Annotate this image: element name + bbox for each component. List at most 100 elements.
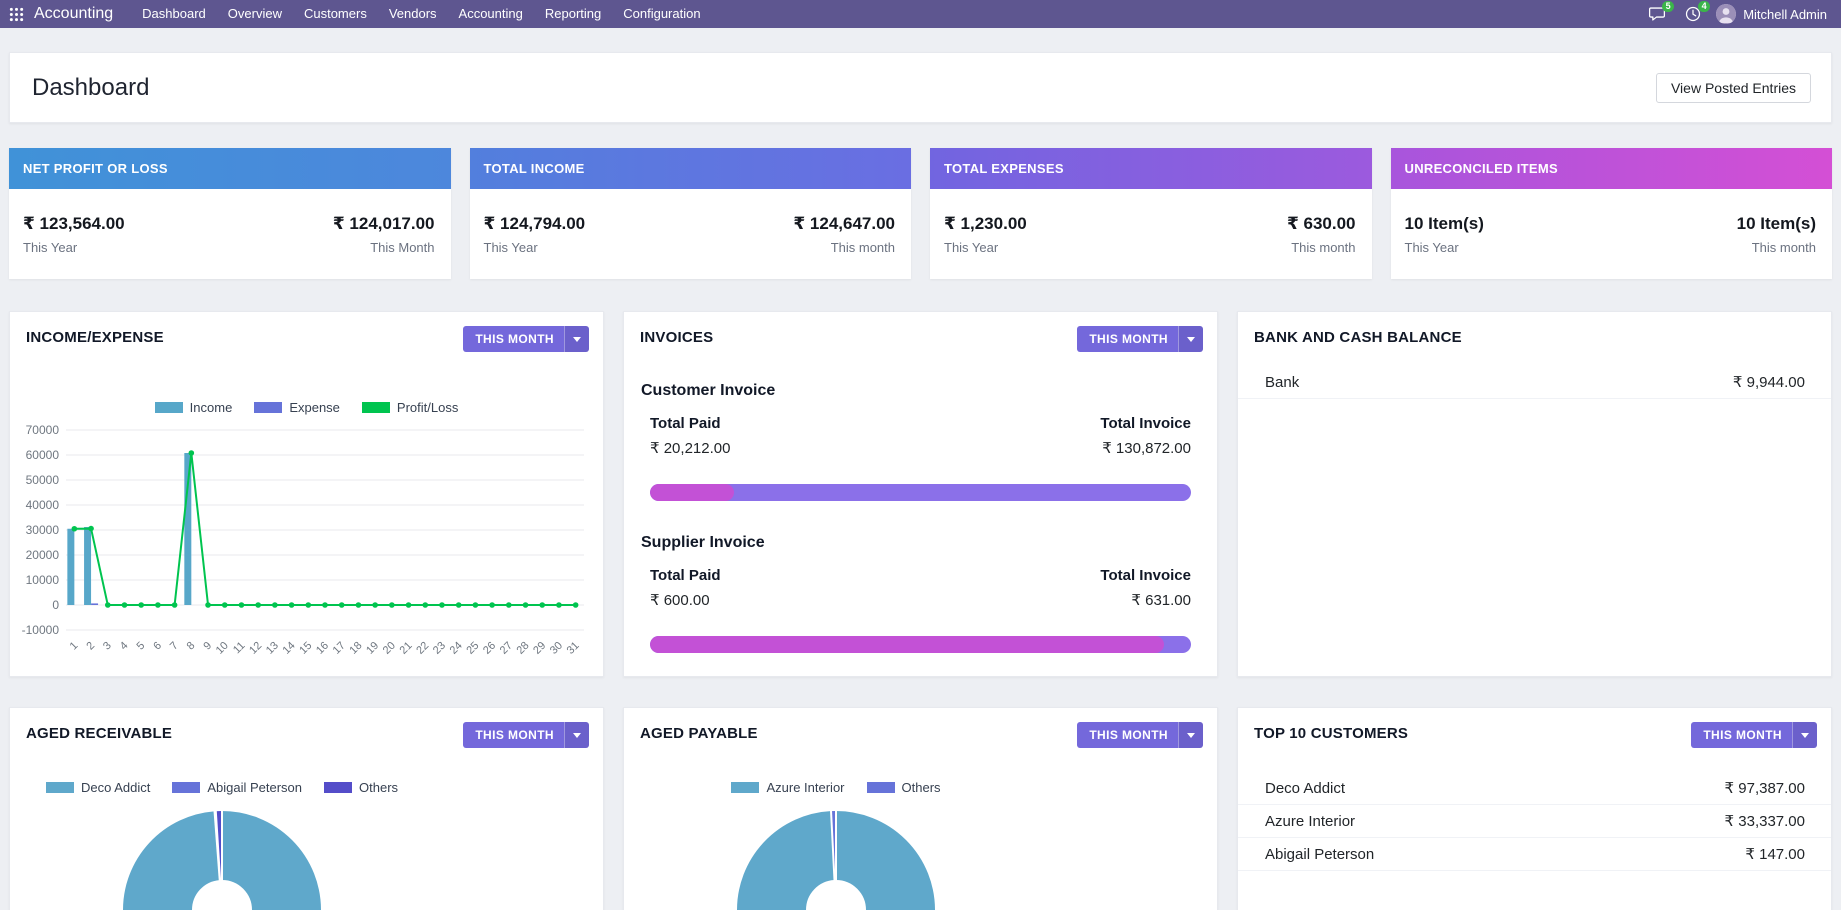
apps-menu-button[interactable]	[0, 0, 32, 28]
user-avatar	[1716, 4, 1737, 24]
total-paid-col: Total Paid ₹ 600.00	[650, 567, 721, 609]
kpi-header: NET PROFIT OR LOSS	[9, 148, 451, 189]
kpi-body: 10 Item(s) This Year 10 Item(s) This mon…	[1391, 189, 1833, 255]
person-icon	[1716, 4, 1737, 24]
navbar-right: 5 4 Mitchell Admin	[1640, 0, 1831, 28]
svg-text:8: 8	[185, 640, 198, 653]
kpi-unreconciled-items[interactable]: UNRECONCILED ITEMS 10 Item(s) This Year …	[1390, 148, 1833, 279]
legend-item[interactable]: Others	[866, 780, 941, 795]
customer-row-amount: ₹ 33,337.00	[1724, 813, 1805, 830]
supplier-invoice-heading: Supplier Invoice	[641, 534, 765, 551]
menu-dashboard[interactable]: Dashboard	[142, 6, 206, 21]
kpi-total-expenses[interactable]: TOTAL EXPENSES ₹ 1,230.00 This Year ₹ 63…	[930, 148, 1372, 279]
activities-button[interactable]: 4	[1676, 0, 1711, 28]
panel-head: TOP 10 CUSTOMERS THIS MONTH	[1238, 708, 1831, 748]
customer-invoice-progress-bar[interactable]	[650, 484, 1191, 501]
chevron-down-icon	[1178, 326, 1203, 352]
svg-text:10: 10	[214, 640, 231, 657]
filter-label: THIS MONTH	[1089, 728, 1168, 742]
kpi-year-label: This Year	[23, 240, 78, 255]
legend-swatch-icon	[172, 782, 201, 793]
svg-text:14: 14	[281, 640, 298, 657]
aged-payable-donut-chart[interactable]	[716, 803, 956, 910]
bank-cash-title: BANK AND CASH BALANCE	[1254, 329, 1462, 346]
aged-receivable-donut-chart[interactable]	[102, 803, 342, 910]
kpi-year-col: 10 Item(s) This Year	[1405, 214, 1484, 255]
income-expense-chart-box: 70000 60000 50000 40000 30000 20000 10000 0 -100…	[18, 419, 603, 676]
chevron-down-icon	[1792, 722, 1817, 748]
messages-button[interactable]: 5	[1640, 0, 1675, 28]
menu-accounting[interactable]: Accounting	[458, 6, 523, 21]
kpi-year-col: ₹ 123,564.00 This Year	[23, 214, 125, 255]
supplier-invoice-totals: Total Paid ₹ 600.00 Total Invoice ₹ 631.…	[650, 567, 1191, 609]
legend-item[interactable]: Income	[154, 400, 232, 415]
supplier-invoice-progress-bar[interactable]	[650, 636, 1191, 653]
bank-rows: Bank ₹ 9,944.00	[1238, 366, 1831, 399]
aged-payable-legend: Azure Interior Others	[624, 780, 1048, 795]
legend-item[interactable]: Expense	[254, 400, 340, 415]
legend-wrap: Deco Addict Abigail Peterson Others	[10, 780, 434, 795]
svg-text:70000: 70000	[26, 423, 60, 437]
kpi-net-profit-or-loss[interactable]: NET PROFIT OR LOSS ₹ 123,564.00 This Yea…	[9, 148, 451, 279]
legend-item[interactable]: Abigail Peterson	[172, 780, 302, 795]
kpi-body: ₹ 124,794.00 This Year ₹ 124,647.00 This…	[470, 189, 912, 255]
legend-item[interactable]: Deco Addict	[45, 780, 150, 795]
total-invoice-value: ₹ 130,872.00	[1102, 440, 1191, 457]
svg-text:11: 11	[231, 640, 248, 657]
income-expense-chart[interactable]: 70000 60000 50000 40000 30000 20000 10000 0 -100…	[18, 419, 596, 671]
income-expense-filter-button[interactable]: THIS MONTH	[463, 326, 589, 352]
svg-text:2: 2	[84, 640, 97, 653]
view-posted-entries-button[interactable]: View Posted Entries	[1655, 72, 1811, 103]
aged-receivable-filter-button[interactable]: THIS MONTH	[463, 722, 589, 748]
invoices-filter-button[interactable]: THIS MONTH	[1077, 326, 1203, 352]
user-menu[interactable]: Mitchell Admin	[1712, 0, 1831, 28]
top-customers-filter-button[interactable]: THIS MONTH	[1691, 722, 1817, 748]
kpi-total-income[interactable]: TOTAL INCOME ₹ 124,794.00 This Year ₹ 12…	[469, 148, 912, 279]
menu-vendors[interactable]: Vendors	[388, 6, 437, 21]
menu-customers[interactable]: Customers	[303, 6, 367, 21]
panel-head: INVOICES THIS MONTH	[624, 312, 1217, 352]
user-name: Mitchell Admin	[1743, 6, 1827, 22]
bank-row-link[interactable]: Bank	[1265, 373, 1300, 391]
control-panel: Dashboard View Posted Entries	[9, 52, 1832, 123]
filter-label: THIS MONTH	[475, 332, 554, 346]
kpi-month-value: ₹ 630.00	[1286, 214, 1356, 233]
total-paid-value: ₹ 600.00	[650, 592, 710, 609]
svg-text:3: 3	[101, 640, 114, 653]
kpi-year-value: ₹ 124,794.00	[483, 214, 586, 233]
legend-swatch-icon	[866, 782, 895, 793]
customer-row-link[interactable]: Abigail Peterson	[1265, 845, 1375, 863]
legend-item[interactable]: Azure Interior	[731, 780, 845, 795]
legend-item[interactable]: Profit/Loss	[361, 400, 458, 415]
svg-text:0: 0	[52, 598, 59, 612]
kpi-year-value: ₹ 1,230.00	[944, 214, 1027, 233]
kpi-month-col: ₹ 630.00 This month	[1287, 214, 1356, 255]
svg-text:10000: 10000	[26, 573, 60, 587]
customer-row-amount: ₹ 97,387.00	[1724, 780, 1805, 797]
panel-head: AGED RECEIVABLE THIS MONTH	[10, 708, 603, 748]
menu-configuration[interactable]: Configuration	[623, 6, 701, 21]
menu-overview[interactable]: Overview	[227, 6, 282, 21]
aged-receivable-donut-box	[102, 803, 342, 910]
menu-reporting[interactable]: Reporting	[544, 6, 602, 21]
svg-text:-10000: -10000	[22, 623, 60, 637]
invoices-panel: INVOICES THIS MONTH Customer Invoice Tot…	[623, 311, 1218, 677]
legend-swatch-icon	[154, 402, 183, 413]
svg-text:30000: 30000	[26, 523, 60, 537]
customer-row-link[interactable]: Deco Addict	[1265, 779, 1346, 797]
filter-label: THIS MONTH	[1703, 728, 1782, 742]
svg-text:18: 18	[347, 640, 364, 657]
kpi-month-value: ₹ 124,017.00	[332, 214, 435, 233]
svg-text:30: 30	[548, 640, 565, 657]
aged-payable-filter-button[interactable]: THIS MONTH	[1077, 722, 1203, 748]
bank-cash-panel: BANK AND CASH BALANCE Bank ₹ 9,944.00	[1237, 311, 1832, 677]
kpi-month-label: This month	[1751, 240, 1816, 255]
customer-row-link[interactable]: Azure Interior	[1265, 812, 1356, 830]
kpi-month-col: ₹ 124,017.00 This Month	[333, 214, 435, 255]
legend-swatch-icon	[731, 782, 760, 793]
legend-item[interactable]: Others	[324, 780, 398, 795]
top-customer-rows: Deco Addict ₹ 97,387.00 Azure Interior ₹ 33…	[1238, 772, 1831, 871]
activities-badge: 4	[1698, 1, 1711, 12]
app-name[interactable]: Accounting	[34, 5, 114, 22]
svg-text:17: 17	[331, 640, 348, 657]
